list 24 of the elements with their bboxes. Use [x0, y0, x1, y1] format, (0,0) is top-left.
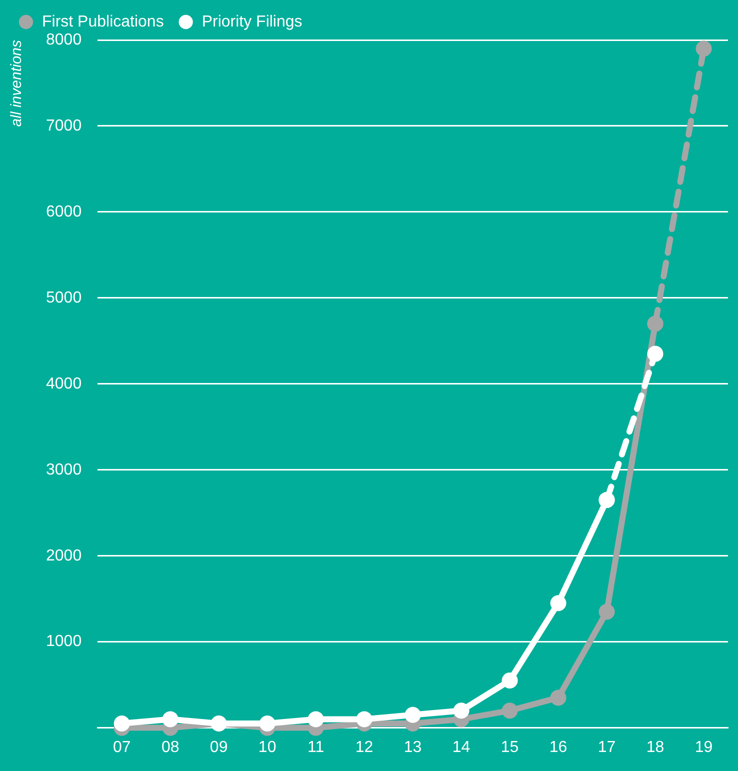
x-tick-label: 19 — [694, 738, 713, 756]
legend-label: Priority Filings — [202, 13, 302, 30]
y-tick-label: 8000 — [46, 31, 82, 48]
x-tick-label: 15 — [500, 738, 519, 756]
y-axis-title: all inventions — [8, 40, 26, 127]
legend-label: First Publications — [42, 13, 164, 30]
x-tick-label: 12 — [355, 738, 374, 756]
y-tick-label: 7000 — [46, 117, 82, 134]
y-tick-label: 5000 — [46, 289, 82, 306]
y-tick-label: 2000 — [46, 547, 82, 564]
x-tick-label: 09 — [210, 738, 228, 756]
x-tick-label: 07 — [112, 738, 131, 756]
x-tick-label: 18 — [646, 738, 664, 756]
x-tick-label: 11 — [308, 738, 324, 756]
y-tick-label: 6000 — [46, 203, 82, 220]
x-tick-label: 14 — [452, 738, 470, 756]
x-tick-label: 10 — [258, 738, 276, 756]
x-tick-label: 08 — [161, 738, 180, 756]
y-tick-label: 4000 — [46, 375, 82, 392]
x-tick-label: 16 — [549, 738, 568, 756]
x-tick-label: 13 — [404, 738, 422, 756]
y-tick-label: 3000 — [46, 461, 82, 478]
x-tick-label: 17 — [598, 738, 616, 756]
y-tick-label: 1000 — [46, 633, 82, 650]
